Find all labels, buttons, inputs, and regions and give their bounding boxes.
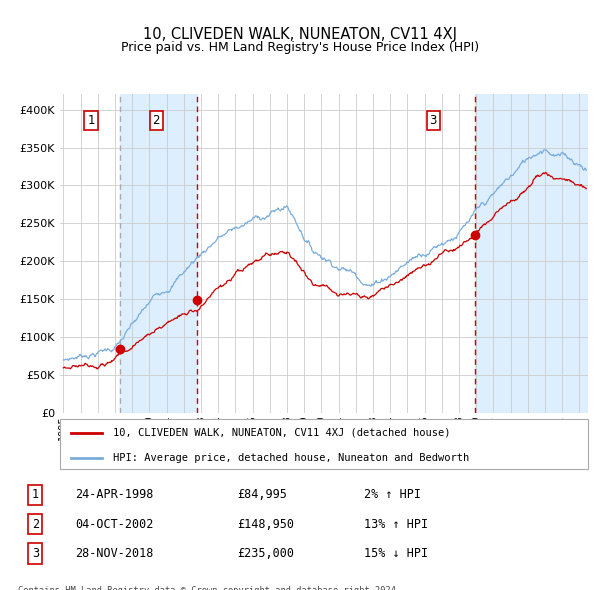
Text: 2: 2 bbox=[32, 517, 39, 530]
Bar bbox=[475, 94, 588, 413]
Text: Price paid vs. HM Land Registry's House Price Index (HPI): Price paid vs. HM Land Registry's House … bbox=[121, 41, 479, 54]
Bar bbox=[121, 94, 197, 413]
Text: 2: 2 bbox=[152, 114, 160, 127]
Text: 24-APR-1998: 24-APR-1998 bbox=[76, 488, 154, 501]
Text: 28-NOV-2018: 28-NOV-2018 bbox=[76, 547, 154, 560]
Text: 10, CLIVEDEN WALK, NUNEATON, CV11 4XJ: 10, CLIVEDEN WALK, NUNEATON, CV11 4XJ bbox=[143, 27, 457, 41]
Text: 1: 1 bbox=[32, 488, 39, 501]
Text: 15% ↓ HPI: 15% ↓ HPI bbox=[364, 547, 428, 560]
Text: 2% ↑ HPI: 2% ↑ HPI bbox=[364, 488, 421, 501]
Text: 1: 1 bbox=[87, 114, 95, 127]
Text: 10, CLIVEDEN WALK, NUNEATON, CV11 4XJ (detached house): 10, CLIVEDEN WALK, NUNEATON, CV11 4XJ (d… bbox=[113, 428, 450, 438]
Text: Contains HM Land Registry data © Crown copyright and database right 2024.
This d: Contains HM Land Registry data © Crown c… bbox=[18, 586, 401, 590]
Text: £235,000: £235,000 bbox=[237, 547, 294, 560]
Text: 3: 3 bbox=[430, 114, 437, 127]
FancyBboxPatch shape bbox=[60, 419, 588, 469]
Text: £84,995: £84,995 bbox=[237, 488, 287, 501]
Text: HPI: Average price, detached house, Nuneaton and Bedworth: HPI: Average price, detached house, Nune… bbox=[113, 453, 469, 463]
Text: £148,950: £148,950 bbox=[237, 517, 294, 530]
Text: 3: 3 bbox=[32, 547, 39, 560]
Text: 04-OCT-2002: 04-OCT-2002 bbox=[76, 517, 154, 530]
Text: 13% ↑ HPI: 13% ↑ HPI bbox=[364, 517, 428, 530]
